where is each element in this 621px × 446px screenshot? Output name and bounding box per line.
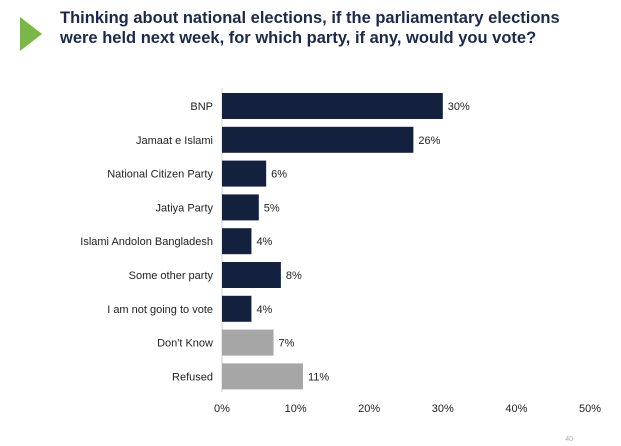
- category-label: Don't Know: [157, 338, 213, 350]
- bar: [222, 194, 259, 221]
- data-label: 4%: [256, 236, 272, 248]
- triangle-arrow-icon: [20, 17, 42, 51]
- bar: [222, 160, 267, 187]
- category-label: Refused: [172, 371, 213, 383]
- bar: [222, 93, 443, 119]
- category-label: Islami Andolon Bangladesh: [80, 236, 213, 248]
- bar: [222, 228, 252, 255]
- category-label: National Citizen Party: [107, 169, 213, 181]
- bar: [222, 126, 414, 153]
- data-label: 6%: [271, 169, 287, 181]
- category-label: Some other party: [129, 270, 214, 282]
- x-tick-label: 0%: [214, 403, 230, 415]
- data-label: 7%: [279, 338, 295, 350]
- category-label: I am not going to vote: [107, 304, 213, 316]
- data-label: 11%: [308, 371, 329, 383]
- x-tick-label: 50%: [579, 403, 601, 415]
- data-label: 8%: [286, 270, 302, 282]
- data-label: 4%: [256, 304, 272, 316]
- x-tick-label: 10%: [285, 403, 307, 415]
- bar: [222, 363, 303, 390]
- page-number: 40: [565, 436, 573, 443]
- bar: [222, 329, 274, 356]
- x-tick-label: 20%: [358, 403, 380, 415]
- category-label: Jatiya Party: [156, 202, 214, 214]
- bar: [222, 295, 252, 322]
- data-label: 30%: [448, 101, 470, 113]
- x-tick-label: 40%: [505, 403, 527, 415]
- x-tick-label: 30%: [432, 403, 454, 415]
- category-label: BNP: [190, 101, 213, 113]
- data-label: 5%: [264, 202, 280, 214]
- slide-title: Thinking about national elections, if th…: [60, 9, 560, 47]
- bar: [222, 262, 281, 288]
- category-label: Jamaat e Islami: [136, 135, 213, 147]
- data-label: 26%: [418, 135, 440, 147]
